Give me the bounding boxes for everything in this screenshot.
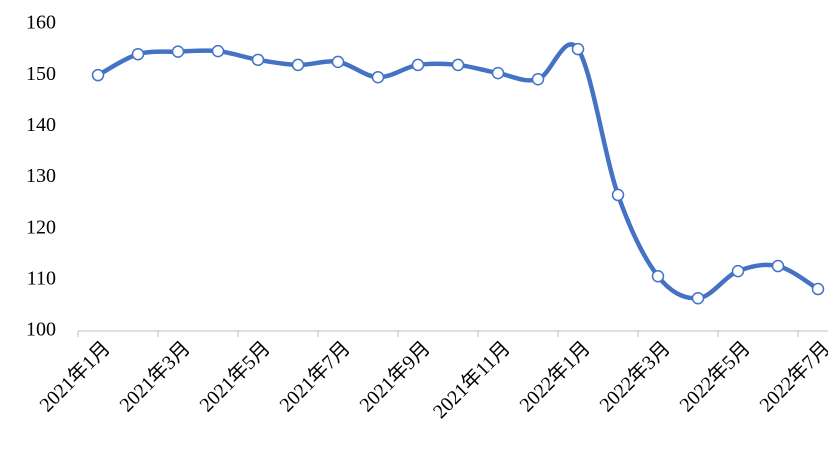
point — [731, 264, 745, 278]
x-tick-label: 2022年3月 — [595, 337, 675, 417]
point — [331, 55, 345, 69]
x-tick-label: 2021年7月 — [275, 337, 355, 417]
x-tick-label: 2022年1月 — [515, 337, 595, 417]
y-tick-label: 100 — [26, 319, 56, 341]
x-tick-label: 2021年5月 — [195, 337, 275, 417]
point — [531, 73, 545, 86]
point — [91, 68, 105, 82]
x-tick-label: 2022年7月 — [755, 337, 828, 417]
line — [96, 42, 820, 301]
point — [611, 188, 625, 202]
x-tick-label: 2021年11月 — [428, 337, 514, 423]
point — [691, 292, 705, 305]
point — [251, 53, 265, 67]
point — [771, 259, 785, 273]
y-tick-label: 150 — [26, 63, 56, 85]
point — [371, 70, 385, 84]
point — [411, 58, 425, 72]
point — [651, 270, 665, 283]
point — [811, 282, 825, 296]
x-tick-label: 2021年3月 — [115, 337, 195, 417]
point — [291, 58, 305, 72]
y-tick-label: 120 — [26, 216, 56, 238]
point — [451, 58, 465, 72]
point — [571, 42, 585, 56]
y-tick-label: 140 — [26, 114, 56, 136]
y-tick-label: 110 — [27, 267, 56, 289]
x-tick-label: 2021年1月 — [35, 337, 115, 417]
y-tick-label: 160 — [26, 12, 56, 34]
point — [131, 47, 145, 61]
point — [171, 45, 185, 58]
point — [491, 66, 505, 80]
y-tick-label: 130 — [26, 165, 56, 187]
x-tick-label: 2021年9月 — [355, 337, 435, 417]
x-tick-label: 2022年5月 — [675, 337, 755, 417]
point — [211, 44, 225, 58]
